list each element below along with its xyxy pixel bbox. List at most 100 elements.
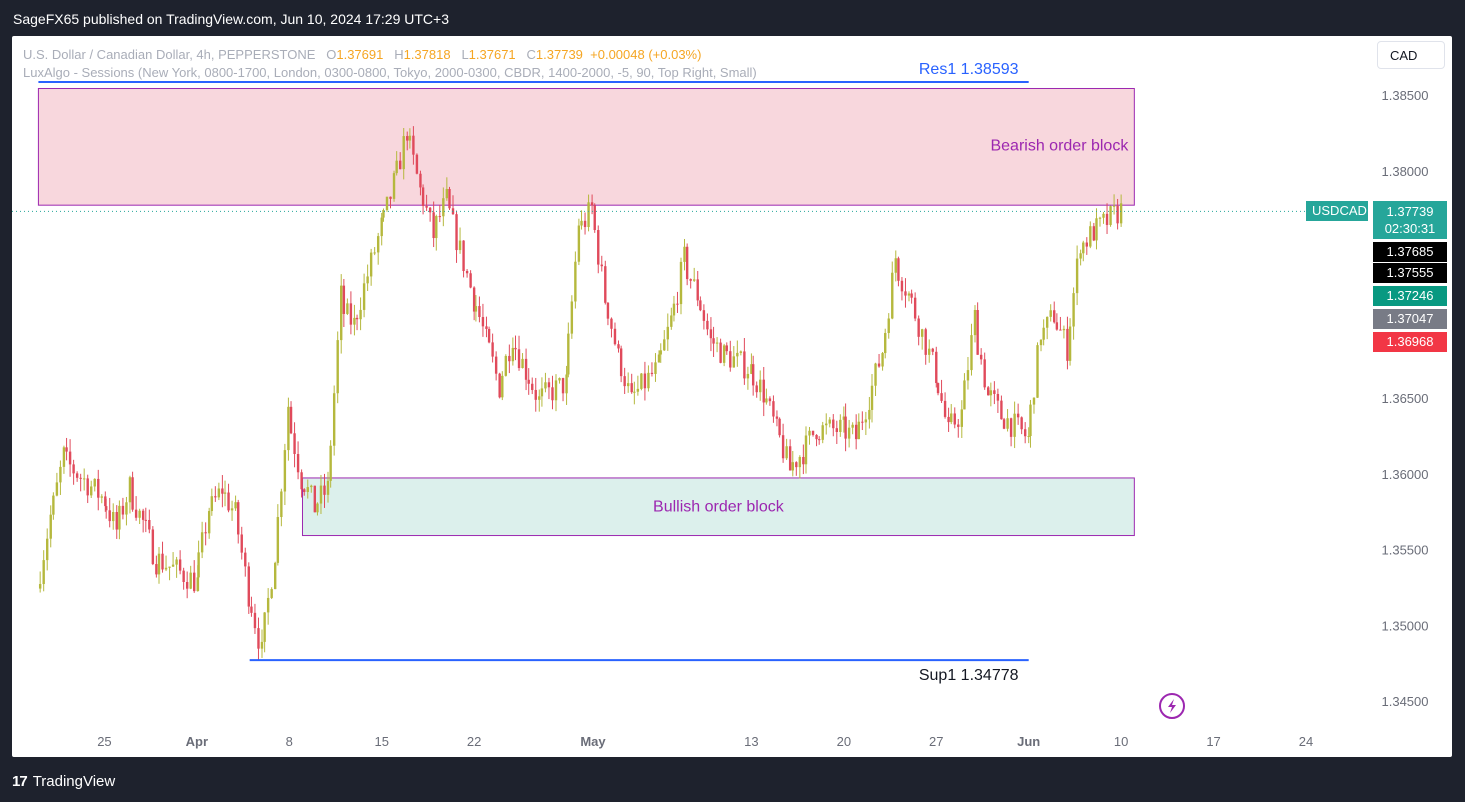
candle-body bbox=[630, 383, 633, 393]
order-blocks: Bearish order block Bullish order block bbox=[37, 87, 1135, 537]
candle-body bbox=[699, 300, 702, 311]
candle-body bbox=[636, 388, 640, 392]
candle-body bbox=[706, 320, 709, 330]
candle-body bbox=[778, 418, 781, 436]
candle-body bbox=[884, 333, 887, 354]
lightning-icon[interactable] bbox=[1159, 693, 1185, 719]
chart-canvas[interactable]: Bearish order block Bullish order block R… bbox=[12, 36, 1452, 757]
candle-body bbox=[791, 462, 794, 471]
candle-body bbox=[419, 173, 422, 188]
candle-body bbox=[775, 416, 779, 419]
candle-body bbox=[148, 520, 151, 530]
open-value: 1.37691 bbox=[336, 47, 384, 62]
level-label: Res1 1.38593 bbox=[919, 61, 1019, 78]
candle-body bbox=[389, 196, 392, 199]
x-tick-label: 24 bbox=[1299, 734, 1313, 749]
candle-body bbox=[626, 383, 630, 387]
tradingview-logo[interactable]: 17 TradingView bbox=[12, 773, 115, 790]
candle-body bbox=[395, 160, 398, 174]
candle-body bbox=[1072, 293, 1075, 327]
candle-body bbox=[373, 252, 376, 254]
candle-body bbox=[580, 220, 583, 226]
candle-body bbox=[474, 306, 478, 312]
candle-body bbox=[788, 446, 792, 471]
candle-body bbox=[702, 310, 706, 321]
price-label-badge: 1.37047 bbox=[1373, 309, 1447, 329]
candle-body bbox=[270, 589, 273, 598]
candle-body bbox=[817, 439, 821, 441]
candle-body bbox=[844, 416, 847, 439]
candle-body bbox=[494, 356, 498, 374]
candle-body bbox=[326, 480, 330, 495]
candle-body bbox=[950, 413, 953, 423]
chart-pane[interactable]: Bearish order block Bullish order block R… bbox=[12, 36, 1452, 757]
candle-body bbox=[762, 379, 765, 403]
candle-body bbox=[415, 154, 419, 174]
candle-body bbox=[768, 398, 772, 402]
candle-body bbox=[963, 380, 966, 410]
y-tick-label: 1.38000 bbox=[1382, 164, 1429, 179]
candle-body bbox=[207, 511, 211, 534]
y-tick-label: 1.35000 bbox=[1382, 618, 1429, 633]
low-value: 1.37671 bbox=[468, 47, 516, 62]
candle-body bbox=[329, 445, 332, 481]
candle-body bbox=[276, 517, 280, 563]
candle-body bbox=[765, 398, 768, 403]
candle-body bbox=[175, 559, 178, 565]
candle-body bbox=[663, 339, 666, 351]
candle-body bbox=[406, 136, 409, 141]
candle-body bbox=[715, 342, 719, 344]
candle-body bbox=[59, 466, 62, 483]
candle-body bbox=[1066, 328, 1069, 361]
candle-body bbox=[336, 340, 339, 394]
close-label: C bbox=[526, 47, 536, 62]
publish-info: SageFX65 published on TradingView.com, J… bbox=[13, 11, 449, 27]
candle-body bbox=[134, 509, 138, 518]
candle-body bbox=[1109, 206, 1112, 225]
candle-body bbox=[679, 261, 683, 305]
indicator-legend[interactable]: LuxAlgo - Sessions (New York, 0800-1700,… bbox=[23, 65, 757, 80]
x-tick-label: May bbox=[580, 734, 606, 749]
candle-body bbox=[633, 391, 636, 393]
candle-body bbox=[65, 447, 68, 452]
candle-body bbox=[68, 451, 72, 465]
x-tick-label: 13 bbox=[744, 734, 758, 749]
candle-body bbox=[1105, 213, 1109, 225]
candle-body bbox=[821, 425, 824, 440]
candle-body bbox=[739, 351, 743, 353]
candle-body bbox=[168, 566, 171, 568]
candle-body bbox=[689, 279, 692, 281]
candle-body bbox=[189, 572, 192, 589]
candle-body bbox=[425, 205, 428, 208]
candle-body bbox=[670, 315, 673, 327]
tradingview-brand: TradingView bbox=[32, 773, 116, 790]
candle-body bbox=[1059, 329, 1062, 331]
candle-body bbox=[151, 529, 155, 565]
candle-body bbox=[654, 362, 657, 374]
candle-body bbox=[729, 351, 732, 368]
candle-body bbox=[993, 390, 996, 394]
candle-body bbox=[1092, 226, 1096, 241]
candle-body bbox=[868, 409, 871, 420]
candle-body bbox=[227, 492, 230, 511]
current-price-badge: 1.37739 02:30:31 bbox=[1373, 201, 1447, 240]
candle-body bbox=[854, 424, 858, 440]
candle-body bbox=[960, 409, 963, 427]
candle-body bbox=[465, 270, 469, 274]
candle-body bbox=[193, 572, 196, 592]
candle-body bbox=[947, 416, 950, 423]
candle-body bbox=[613, 328, 617, 345]
candle-body bbox=[1020, 417, 1023, 430]
candle-body bbox=[953, 413, 956, 425]
candle-body bbox=[565, 374, 568, 394]
x-tick-label: 20 bbox=[837, 734, 851, 749]
levels: Res1 1.38593 Sup1 1.34778 bbox=[12, 61, 1307, 684]
candle-body bbox=[891, 272, 894, 319]
candle-body bbox=[1095, 218, 1098, 241]
candle-body bbox=[445, 189, 449, 199]
candle-body bbox=[1055, 322, 1059, 330]
candle-body bbox=[802, 456, 805, 465]
candle-body bbox=[966, 370, 970, 381]
currency-button[interactable]: CAD bbox=[1377, 41, 1445, 69]
candle-body bbox=[79, 477, 82, 479]
